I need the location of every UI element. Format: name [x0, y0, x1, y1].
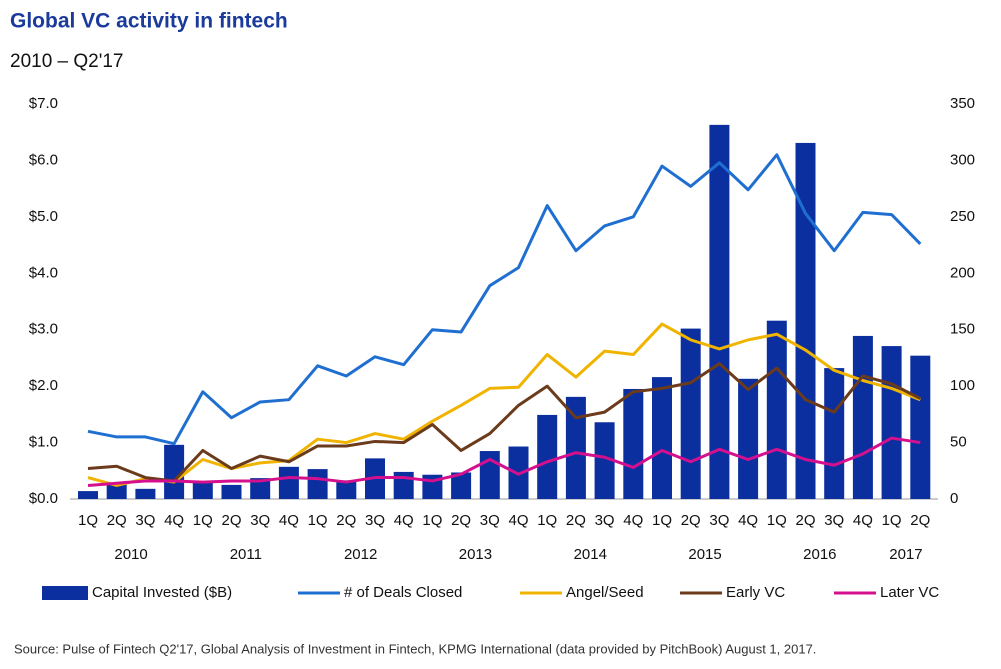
x-tick-label: 1Q: [767, 512, 787, 529]
legend-label: Later VC: [880, 584, 939, 601]
x-tick-label: 4Q: [164, 512, 184, 529]
legend-label: Early VC: [726, 584, 785, 601]
x-tick-label: 3Q: [135, 512, 155, 529]
x-tick-label: 2Q: [107, 512, 127, 529]
x-tick-label: 3Q: [365, 512, 385, 529]
y-tick-label: $6.0: [29, 151, 58, 168]
x-tick-label: 4Q: [623, 512, 643, 529]
x-tick-label: 1Q: [308, 512, 328, 529]
y2-tick-label: 100: [950, 377, 975, 394]
bar: [652, 377, 672, 499]
year-label: 2010: [114, 546, 147, 563]
line: [87, 362, 921, 483]
x-tick-label: 2Q: [336, 512, 356, 529]
y2-tick-label: 300: [950, 151, 975, 168]
bar: [451, 472, 472, 499]
y2-tick-label: 200: [950, 264, 975, 281]
y2-tick-label: 50: [950, 434, 967, 451]
x-tick-label: 4Q: [853, 512, 873, 529]
x-tick-label: 1Q: [537, 512, 557, 529]
bar: [192, 480, 213, 499]
bar: [565, 396, 586, 499]
year-label: 2017: [889, 546, 922, 563]
y-tick-label: $7.0: [29, 95, 58, 112]
x-tick-label: 1Q: [422, 512, 442, 529]
x-tick-label: 1Q: [193, 512, 213, 529]
x-tick-label: 2Q: [681, 512, 701, 529]
y2-tick-label: 250: [950, 208, 975, 225]
bar: [852, 335, 873, 499]
year-label: 2012: [344, 546, 377, 563]
y2-tick-label: 0: [950, 490, 958, 507]
bar: [336, 480, 357, 499]
x-tick-label: 3Q: [250, 512, 270, 529]
line: [87, 153, 922, 446]
x-tick-label: 1Q: [78, 512, 98, 529]
bar: [594, 422, 615, 499]
legend-label: Angel/Seed: [566, 584, 644, 601]
x-tick-label: 3Q: [480, 512, 500, 529]
y2-tick-label: 150: [950, 321, 975, 338]
y-tick-label: $3.0: [29, 321, 58, 338]
chart-title: Global VC activity in fintech: [10, 10, 288, 33]
bar: [307, 469, 328, 499]
year-label: 2016: [803, 546, 836, 563]
bar: [537, 414, 558, 499]
legend-label: Capital Invested ($B): [92, 584, 232, 601]
x-tick-label: 1Q: [652, 512, 672, 529]
x-tick-label: 2Q: [910, 512, 930, 529]
year-label: 2011: [230, 546, 262, 563]
bar: [393, 471, 414, 499]
legend-label: # of Deals Closed: [344, 584, 462, 601]
x-tick-label: 2Q: [795, 512, 815, 529]
x-tick-label: 1Q: [882, 512, 902, 529]
bar: [278, 466, 299, 499]
chart-subtitle: 2010 – Q2'17: [10, 51, 124, 72]
bar: [680, 328, 701, 499]
year-label: 2014: [574, 546, 607, 563]
bar: [910, 355, 931, 499]
bar: [78, 491, 98, 499]
x-tick-label: 4Q: [279, 512, 299, 529]
bar: [221, 484, 242, 499]
x-tick-label: 3Q: [709, 512, 729, 529]
bar: [738, 378, 759, 499]
bar: [795, 142, 816, 499]
year-label: 2015: [688, 546, 721, 563]
bar: [881, 346, 902, 499]
y-tick-label: $0.0: [29, 490, 58, 507]
bar: [106, 483, 127, 499]
x-tick-label: 4Q: [738, 512, 758, 529]
bar: [164, 444, 185, 499]
y2-tick-label: 350: [950, 95, 975, 112]
year-label: 2013: [459, 546, 492, 563]
x-tick-label: 3Q: [824, 512, 844, 529]
y-tick-label: $4.0: [29, 264, 58, 281]
bar: [824, 368, 845, 499]
legend-swatch: [42, 586, 88, 600]
x-tick-label: 4Q: [394, 512, 414, 529]
bar: [135, 488, 156, 499]
x-tick-label: 2Q: [221, 512, 241, 529]
bar: [709, 124, 730, 499]
line: [87, 322, 921, 487]
bar: [623, 388, 644, 499]
x-tick-label: 2Q: [566, 512, 586, 529]
source-note: Source: Pulse of Fintech Q2'17, Global A…: [14, 641, 816, 656]
bar: [766, 320, 787, 499]
x-tick-label: 4Q: [508, 512, 528, 529]
line: [87, 436, 921, 487]
x-tick-label: 2Q: [451, 512, 471, 529]
bar: [250, 478, 271, 499]
y-tick-label: $5.0: [29, 208, 58, 225]
x-tick-label: 3Q: [595, 512, 615, 529]
y-tick-label: $2.0: [29, 377, 58, 394]
y-tick-label: $1.0: [29, 434, 58, 451]
